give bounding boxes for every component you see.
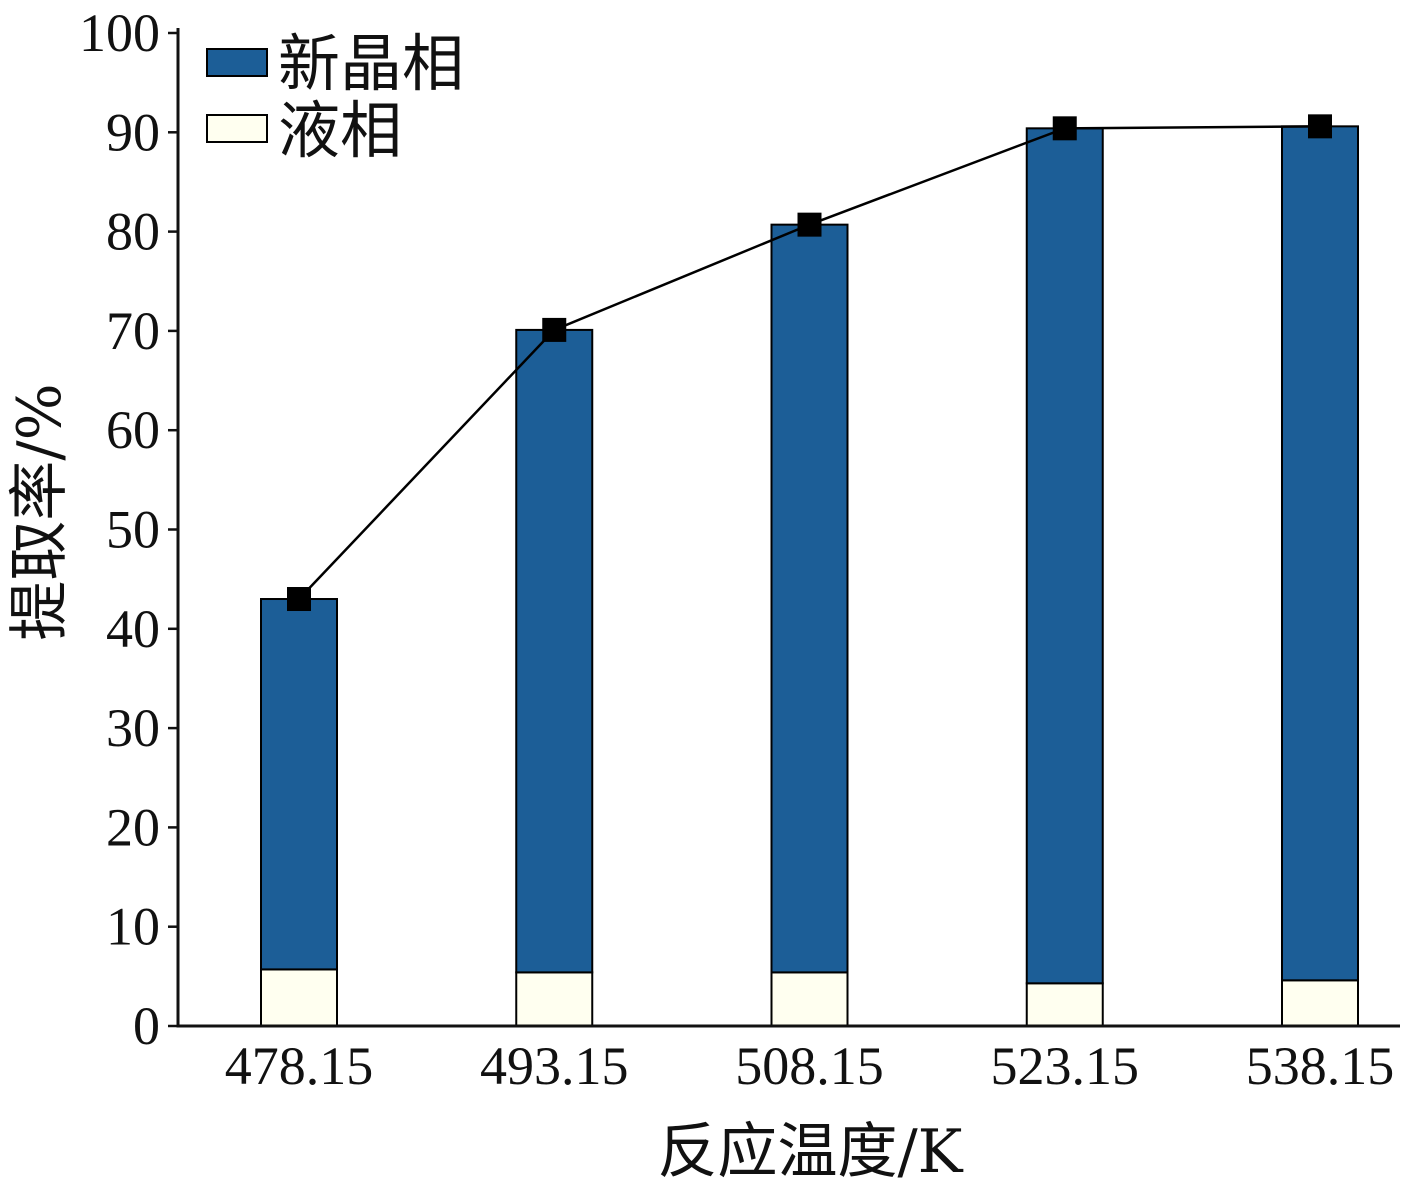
axes-group	[176, 28, 1400, 1028]
x-tick-label-1: 493.15	[480, 1036, 629, 1096]
square-marker-0	[287, 587, 311, 612]
x-tick-label-2: 508.15	[735, 1036, 884, 1096]
legend-swatch-new-crystal-phase	[206, 48, 268, 77]
y-tick-label-20: 20	[106, 797, 160, 857]
liquid-phase-bar-4	[1281, 979, 1359, 1028]
square-marker-2	[797, 212, 822, 237]
liquid-phase-bar-2	[770, 971, 849, 1027]
liquid-phase-bar-0	[260, 968, 338, 1027]
y-tick-label-100: 100	[79, 3, 160, 63]
liquid-phase-bar-1	[515, 971, 594, 1027]
y-ticks-group: 0 10 20 30 40 50 60 70 80 90 100	[79, 3, 178, 1056]
y-tick-label-60: 60	[106, 400, 160, 460]
y-tick-label-10: 10	[106, 897, 160, 957]
y-tick-label-40: 40	[106, 599, 160, 659]
new-crystal-phase-bar-2	[770, 223, 849, 974]
x-tick-label-4: 538.15	[1246, 1036, 1395, 1096]
legend-label-liquid-phase: 液相	[278, 94, 402, 167]
new-crystal-phase-bar-3	[1025, 127, 1104, 985]
liquid-phase-bar-3	[1025, 982, 1104, 1028]
x-tick-label-0: 478.15	[225, 1036, 374, 1096]
square-marker-4	[1308, 114, 1332, 139]
y-tick-label-30: 30	[106, 698, 160, 758]
x-tick-label-3: 523.15	[991, 1036, 1140, 1096]
legend-swatch-liquid-phase	[206, 114, 268, 143]
markers-group	[287, 114, 1332, 612]
legend-label-new-crystal-phase: 新晶相	[278, 27, 464, 100]
square-marker-1	[542, 317, 567, 342]
y-tick-label-50: 50	[106, 500, 160, 560]
y-tick-label-80: 80	[106, 202, 160, 262]
new-crystal-phase-bar-4	[1281, 125, 1359, 982]
y-tick-label-90: 90	[106, 102, 160, 162]
square-marker-3	[1052, 116, 1077, 141]
y-tick-label-0: 0	[133, 996, 160, 1056]
x-axis-title: 反应温度/K	[657, 1117, 963, 1181]
x-ticks-group: 478.15 493.15 508.15 523.15 538.15	[225, 1036, 1395, 1096]
new-crystal-phase-bar-0	[260, 598, 338, 971]
y-axis-title: 提取率/%	[5, 383, 75, 640]
new-crystal-phase-bar-1	[515, 328, 594, 974]
legend: 新晶相 液相	[206, 27, 464, 167]
y-tick-label-70: 70	[106, 301, 160, 361]
bars-group	[260, 125, 1359, 1028]
